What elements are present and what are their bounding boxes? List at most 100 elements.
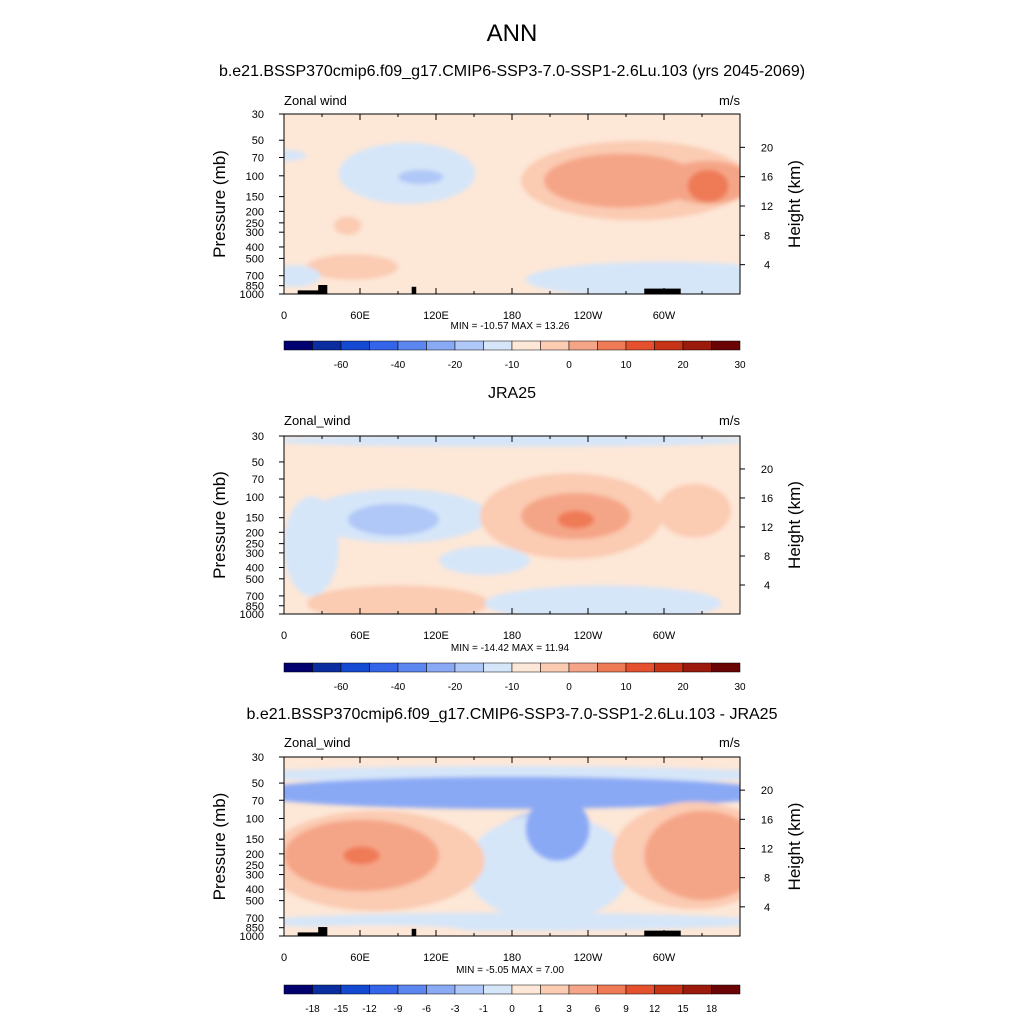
panel-3-title: b.e21.BSSP370cmip6.f09_g17.CMIP6-SSP3-7.… [246, 706, 778, 723]
y-tick-label: 250 [246, 539, 264, 551]
colorbar-label: -15 [334, 1004, 349, 1015]
y-tick-label: 30 [252, 752, 264, 764]
y2-tick-label: 4 [764, 260, 770, 272]
y-tick-label: 100 [246, 492, 264, 504]
colorbar-cell [312, 662, 342, 673]
y-tick-label: 500 [246, 253, 264, 265]
page-title: ANN [486, 20, 538, 47]
contour-region-9 [657, 484, 731, 538]
colorbar-label: 1 [538, 1004, 544, 1015]
y2-axis-title: Height (km) [785, 481, 804, 569]
contour-field [284, 436, 740, 614]
colorbar-cell [711, 662, 741, 673]
y2-tick-label: 4 [764, 902, 770, 914]
colorbar-cell [711, 984, 741, 995]
colorbar-cell [369, 984, 399, 995]
colorbar-cell [568, 340, 598, 351]
colorbar-label: 6 [595, 1004, 601, 1015]
y2-tick-label: 16 [761, 493, 773, 505]
y-tick-label: 200 [246, 849, 264, 861]
colorbar-cell [625, 662, 655, 673]
y2-axis-title: Height (km) [785, 803, 804, 891]
colorbar-cell [283, 340, 313, 351]
colorbar-label: -3 [451, 1004, 460, 1015]
colorbar-label: 18 [706, 1004, 718, 1015]
colorbar-label: 0 [566, 682, 572, 693]
x-tick-label: 120E [423, 952, 449, 964]
y2-tick-label: 8 [764, 551, 770, 563]
colorbar-label: 20 [677, 360, 689, 371]
colorbar-cell [511, 984, 541, 995]
units-label: m/s [719, 735, 740, 750]
colorbar-cell [454, 984, 484, 995]
colorbar-cell [312, 340, 342, 351]
contour-region-8 [557, 510, 595, 529]
x-tick-label: 60E [350, 630, 370, 642]
colorbar-cell [654, 662, 684, 673]
colorbar-label: 20 [677, 682, 689, 693]
colorbar-label: -1 [479, 1004, 488, 1015]
contour-region-10 [525, 261, 740, 294]
colorbar-label: 12 [649, 1004, 661, 1015]
x-tick-label: 180 [503, 310, 521, 322]
chart-panel-2: Zonal_wind m/s0 60E 120E 180 120W 60W305070100… [210, 413, 804, 693]
y2-axis-title: Height (km) [785, 160, 804, 248]
colorbar-cell [540, 662, 570, 673]
contour-region-5 [543, 153, 699, 208]
y-tick-label: 200 [246, 206, 264, 218]
y2-tick-label: 8 [764, 230, 770, 242]
y2-tick-label: 12 [761, 522, 773, 534]
contour-field [284, 757, 740, 936]
contour-region-9 [343, 846, 380, 865]
panel-1-title: b.e21.BSSP370cmip6.f09_g17.CMIP6-SSP3-7.… [218, 63, 806, 80]
contour-region-11 [644, 810, 740, 901]
colorbar-label: 10 [620, 360, 632, 371]
y-tick-label: 700 [246, 591, 264, 603]
colorbar-label: 9 [623, 1004, 629, 1015]
colorbar-label: 0 [566, 360, 572, 371]
colorbar-label: -20 [448, 360, 463, 371]
x-tick-label: 180 [503, 630, 521, 642]
y-tick-label: 500 [246, 574, 264, 586]
x-tick-label: 60W [653, 952, 676, 964]
variable-label: Zonal wind [284, 93, 347, 108]
colorbar-label: -12 [362, 1004, 377, 1015]
x-tick-label: 120E [423, 630, 449, 642]
colorbar-cell [283, 662, 313, 673]
colorbar-cell [625, 984, 655, 995]
contour-region-3 [284, 776, 740, 809]
y2-tick-label: 16 [761, 172, 773, 184]
colorbar-cell [426, 662, 456, 673]
y-tick-label: 150 [246, 834, 264, 846]
colorbar-cell [625, 340, 655, 351]
colorbar-cell [511, 340, 541, 351]
y-axis-title: Pressure (mb) [210, 471, 229, 579]
colorbar-cell [540, 340, 570, 351]
colorbar-cell [397, 340, 427, 351]
topography-1 [297, 290, 321, 294]
colorbar-cell [597, 662, 627, 673]
colorbar-cell [597, 984, 627, 995]
y-tick-label: 850 [246, 601, 264, 613]
y-tick-label: 200 [246, 527, 264, 539]
y-tick-label: 250 [246, 218, 264, 230]
y-tick-label: 70 [252, 152, 264, 164]
contour-region-5 [466, 814, 631, 922]
y-tick-label: 250 [246, 860, 264, 872]
colorbar-cell [483, 984, 513, 995]
variable-label: Zonal_wind [284, 735, 351, 750]
colorbar: -60 -40 -20 -10 0 10 20 30 [283, 662, 746, 693]
colorbar-cell [397, 662, 427, 673]
y-tick-label: 50 [252, 778, 264, 790]
topography-2 [318, 285, 328, 294]
x-tick-label: 120W [574, 310, 603, 322]
colorbar-cell [369, 662, 399, 673]
y-tick-label: 850 [246, 923, 264, 935]
min-max-stats: MIN = -5.05 MAX = 7.00 [456, 965, 564, 976]
y2-tick-label: 8 [764, 873, 770, 885]
y-tick-label: 70 [252, 795, 264, 807]
x-tick-label: 0 [281, 630, 287, 642]
y-tick-label: 500 [246, 896, 264, 908]
y-tick-label: 850 [246, 281, 264, 293]
